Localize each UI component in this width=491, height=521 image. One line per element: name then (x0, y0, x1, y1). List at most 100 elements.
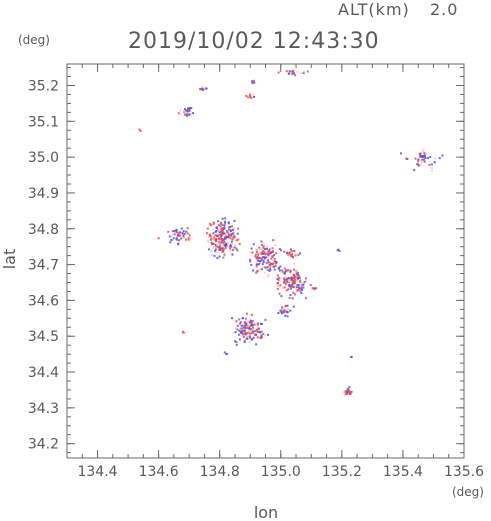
lightning-point (190, 107, 193, 109)
lightning-point (237, 238, 240, 241)
lightning-point (422, 155, 425, 158)
lightning-point (299, 290, 302, 293)
lightning-point (183, 110, 186, 113)
lightning-point (256, 255, 259, 258)
lightning-point (257, 253, 260, 256)
lightning-point (229, 243, 232, 246)
lightning-point (177, 243, 180, 246)
lightning-point (281, 269, 284, 272)
lightning-point (297, 284, 300, 286)
lightning-point (287, 269, 290, 272)
lightning-point (276, 287, 279, 290)
lightning-point (288, 254, 291, 257)
lightning-point (267, 259, 270, 262)
lightning-point (262, 241, 265, 244)
lightning-point (210, 241, 213, 244)
lightning-point (226, 235, 228, 238)
lightning-point (427, 157, 430, 160)
lightning-point (263, 256, 266, 259)
lightning-point (179, 231, 181, 234)
lightning-point (251, 324, 254, 327)
lightning-point (292, 291, 295, 294)
lightning-point (267, 253, 270, 255)
y-axis-label: lat (0, 249, 19, 270)
lightning-point (250, 332, 253, 335)
lightning-point (241, 332, 244, 335)
lightning-point (260, 243, 263, 246)
lightning-point (291, 297, 294, 300)
lightning-point (270, 257, 273, 260)
lightning-point (139, 130, 142, 132)
lightning-point (423, 158, 426, 161)
lightning-point (207, 239, 209, 242)
lightning-point (222, 256, 225, 259)
plot-frame (66, 63, 465, 459)
lightning-point (210, 224, 213, 227)
lightning-point (296, 71, 299, 74)
lightning-point (234, 340, 236, 343)
lightning-point (220, 233, 223, 236)
lightning-point (291, 276, 294, 279)
lightning-point (285, 269, 288, 272)
lightning-point (227, 235, 230, 238)
lightning-point (188, 109, 191, 112)
x-tick-label: 134.6 (139, 464, 179, 480)
lightning-point (201, 89, 204, 92)
lightning-point (290, 248, 293, 251)
lightning-point (267, 274, 270, 277)
lightning-point (406, 158, 409, 160)
lightning-point (248, 327, 251, 330)
lightning-point (295, 287, 298, 290)
lightning-point (268, 250, 270, 253)
lightning-point (239, 321, 242, 324)
lightning-point (219, 239, 222, 242)
lightning-point (423, 155, 426, 158)
lightning-point (289, 287, 292, 290)
lightning-point (423, 154, 426, 157)
lightning-point (218, 243, 221, 246)
lightning-point (248, 335, 251, 338)
lightning-point (275, 252, 277, 255)
lightning-point (178, 239, 180, 242)
lightning-point (188, 113, 191, 116)
lightning-point (173, 233, 176, 236)
x-axis-label: lon (254, 503, 278, 521)
lightning-point (262, 245, 265, 248)
lightning-point (280, 277, 283, 280)
lightning-point (280, 311, 283, 314)
lightning-point (187, 238, 190, 241)
lightning-point (297, 253, 300, 256)
lightning-point (267, 333, 269, 336)
lightning-point (199, 88, 202, 91)
lightning-point (230, 240, 233, 243)
lightning-point (185, 109, 188, 112)
lightning-point (262, 249, 265, 252)
lightning-point (218, 231, 221, 234)
x-tick-label: 134.4 (77, 464, 117, 480)
lightning-point (225, 244, 228, 247)
lightning-point (217, 224, 220, 227)
lightning-point (185, 238, 187, 241)
lightning-point (346, 390, 349, 393)
lightning-point (309, 284, 312, 287)
lightning-point (232, 236, 235, 239)
y-tick-label: 34.6 (28, 293, 59, 309)
lightning-point (184, 108, 186, 111)
lightning-point (239, 334, 242, 337)
lightning-point (417, 160, 420, 163)
lightning-point (250, 322, 253, 324)
lightning-point (176, 234, 179, 237)
lightning-point (229, 237, 232, 240)
lightning-point (211, 228, 214, 231)
lightning-point (260, 268, 263, 271)
lightning-point (420, 161, 423, 164)
lightning-point (247, 96, 250, 99)
lightning-point (243, 324, 246, 327)
lightning-point (222, 248, 225, 251)
lightning-point (228, 226, 231, 229)
lightning-point (278, 276, 281, 279)
lightning-point (252, 330, 255, 333)
lightning-point (234, 327, 237, 330)
lightning-point (282, 281, 285, 284)
lightning-point (248, 330, 251, 333)
